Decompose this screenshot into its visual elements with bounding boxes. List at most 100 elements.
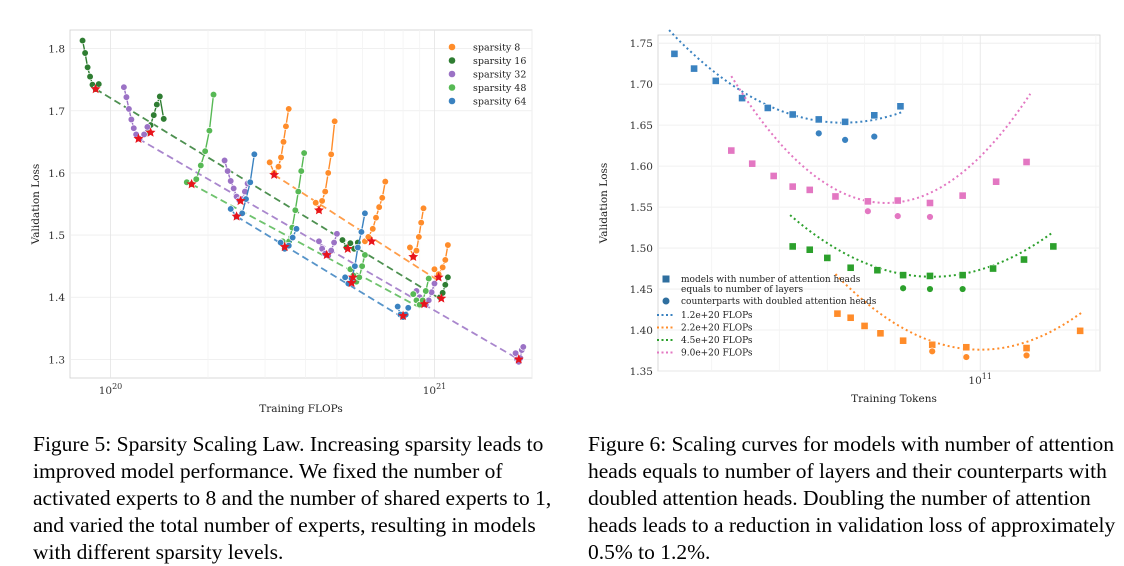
- square-point: [690, 64, 698, 73]
- data-point: [150, 111, 158, 119]
- y-tick-label: 1.60: [630, 161, 653, 173]
- data-point: [439, 263, 447, 272]
- y-tick-label: 1.75: [630, 38, 653, 50]
- circle-point: [928, 347, 936, 356]
- data-point: [361, 251, 369, 259]
- data-point: [294, 187, 302, 196]
- x-tick-label: 1020: [99, 382, 123, 397]
- data-point: [300, 149, 308, 157]
- data-point: [358, 262, 366, 270]
- legend-label: counterparts with doubled attention head…: [681, 297, 877, 307]
- legend-label: sparsity 8: [473, 43, 520, 54]
- data-point: [250, 150, 258, 158]
- data-point: [422, 287, 430, 295]
- optimum-star: [408, 251, 419, 262]
- y-tick-label: 1.55: [630, 202, 653, 214]
- data-point: [153, 100, 161, 109]
- y-tick-label: 1.45: [630, 284, 653, 296]
- square-point: [899, 336, 908, 345]
- square-point: [846, 263, 855, 272]
- square-point: [893, 196, 902, 205]
- data-point: [289, 233, 297, 242]
- attention-heads-scaling-plot: 1.35 1.40 1.45 1.50 1.55 1.60 1.65 1.70 1.75 1011…: [598, 29, 1101, 405]
- figure-5-chart: 1.3 1.4 1.5 1.6 1.7 1.8 1020 1021 Training FLOPs…: [0, 0, 562, 429]
- square-point: [788, 182, 797, 191]
- optimum-star: [398, 310, 409, 321]
- data-point: [201, 147, 209, 155]
- square-point: [870, 111, 879, 120]
- data-point: [417, 218, 425, 227]
- data-point: [324, 169, 332, 177]
- square-point: [1022, 158, 1031, 166]
- data-point: [143, 123, 152, 131]
- data-point: [409, 290, 417, 298]
- data-point: [285, 105, 293, 113]
- data-point: [441, 281, 449, 289]
- data-point: [346, 239, 354, 247]
- data-point: [406, 243, 414, 252]
- legend-marker-square: [662, 275, 670, 283]
- data-point: [444, 273, 452, 281]
- data-point: [209, 90, 218, 99]
- data-point: [205, 127, 214, 135]
- square-point: [992, 177, 1001, 186]
- square-point: [788, 242, 797, 251]
- data-point: [276, 238, 285, 247]
- data-point: [130, 124, 138, 132]
- data-point: [125, 105, 133, 113]
- y-tick-label: 1.5: [48, 230, 65, 242]
- circle-point: [894, 212, 902, 220]
- square-point: [958, 271, 967, 280]
- data-point: [439, 289, 447, 297]
- figure-5-caption: Figure 5: Sparsity Scaling Law. Increasi…: [33, 431, 553, 566]
- circle-point: [841, 136, 849, 144]
- plot-area: [69, 29, 533, 379]
- data-point: [327, 150, 335, 158]
- square-point: [928, 340, 937, 349]
- data-point: [519, 343, 527, 351]
- y-axis-label: Validation Loss: [30, 164, 42, 246]
- legend-marker: [448, 70, 456, 78]
- optimum-star: [513, 354, 524, 364]
- data-point: [156, 92, 164, 101]
- y-tick-label: 1.6: [48, 168, 65, 180]
- data-point: [330, 238, 338, 247]
- legend-label: 1.2e+20 FLOPs: [681, 311, 753, 321]
- data-point: [444, 241, 452, 249]
- data-point: [425, 274, 433, 283]
- data-point: [419, 204, 428, 213]
- x-tick-label: 1011: [968, 372, 992, 387]
- legend-marker-circle: [662, 297, 670, 305]
- sparsity-scaling-plot: 1.3 1.4 1.5 1.6 1.7 1.8 1020 1021 Training FLOPs…: [30, 29, 533, 415]
- y-tick-label: 1.3: [48, 354, 65, 366]
- legend-label: 2.2e+20 FLOPs: [681, 324, 753, 334]
- optimum-star: [90, 83, 101, 94]
- data-point: [369, 225, 377, 233]
- optimum-star: [186, 178, 197, 189]
- data-point: [441, 256, 449, 264]
- data-point: [357, 228, 366, 236]
- x-axis-label: Training Tokens: [851, 393, 937, 405]
- data-point: [83, 63, 92, 71]
- circle-point: [926, 213, 934, 221]
- legend-label: sparsity 64: [473, 97, 526, 108]
- square-point: [896, 102, 905, 111]
- optimum-star: [347, 272, 358, 282]
- data-point: [341, 273, 349, 281]
- circle-point: [926, 285, 934, 293]
- square-point: [846, 313, 855, 322]
- square-point: [711, 76, 720, 85]
- figure-6-caption-text: Scaling curves for models with number of…: [588, 432, 1116, 564]
- circle-point: [870, 132, 878, 141]
- optimum-star: [342, 243, 353, 253]
- optimum-star: [279, 241, 290, 252]
- data-point: [277, 153, 285, 162]
- data-point: [375, 203, 383, 211]
- x-axis-label: Training FLOPs: [259, 403, 343, 415]
- optimum-star: [346, 277, 357, 288]
- x-tick-label: 1021: [423, 382, 447, 397]
- circle-point: [1022, 351, 1031, 360]
- data-point: [120, 83, 128, 91]
- square-point: [1020, 255, 1028, 264]
- square-point: [1022, 344, 1031, 352]
